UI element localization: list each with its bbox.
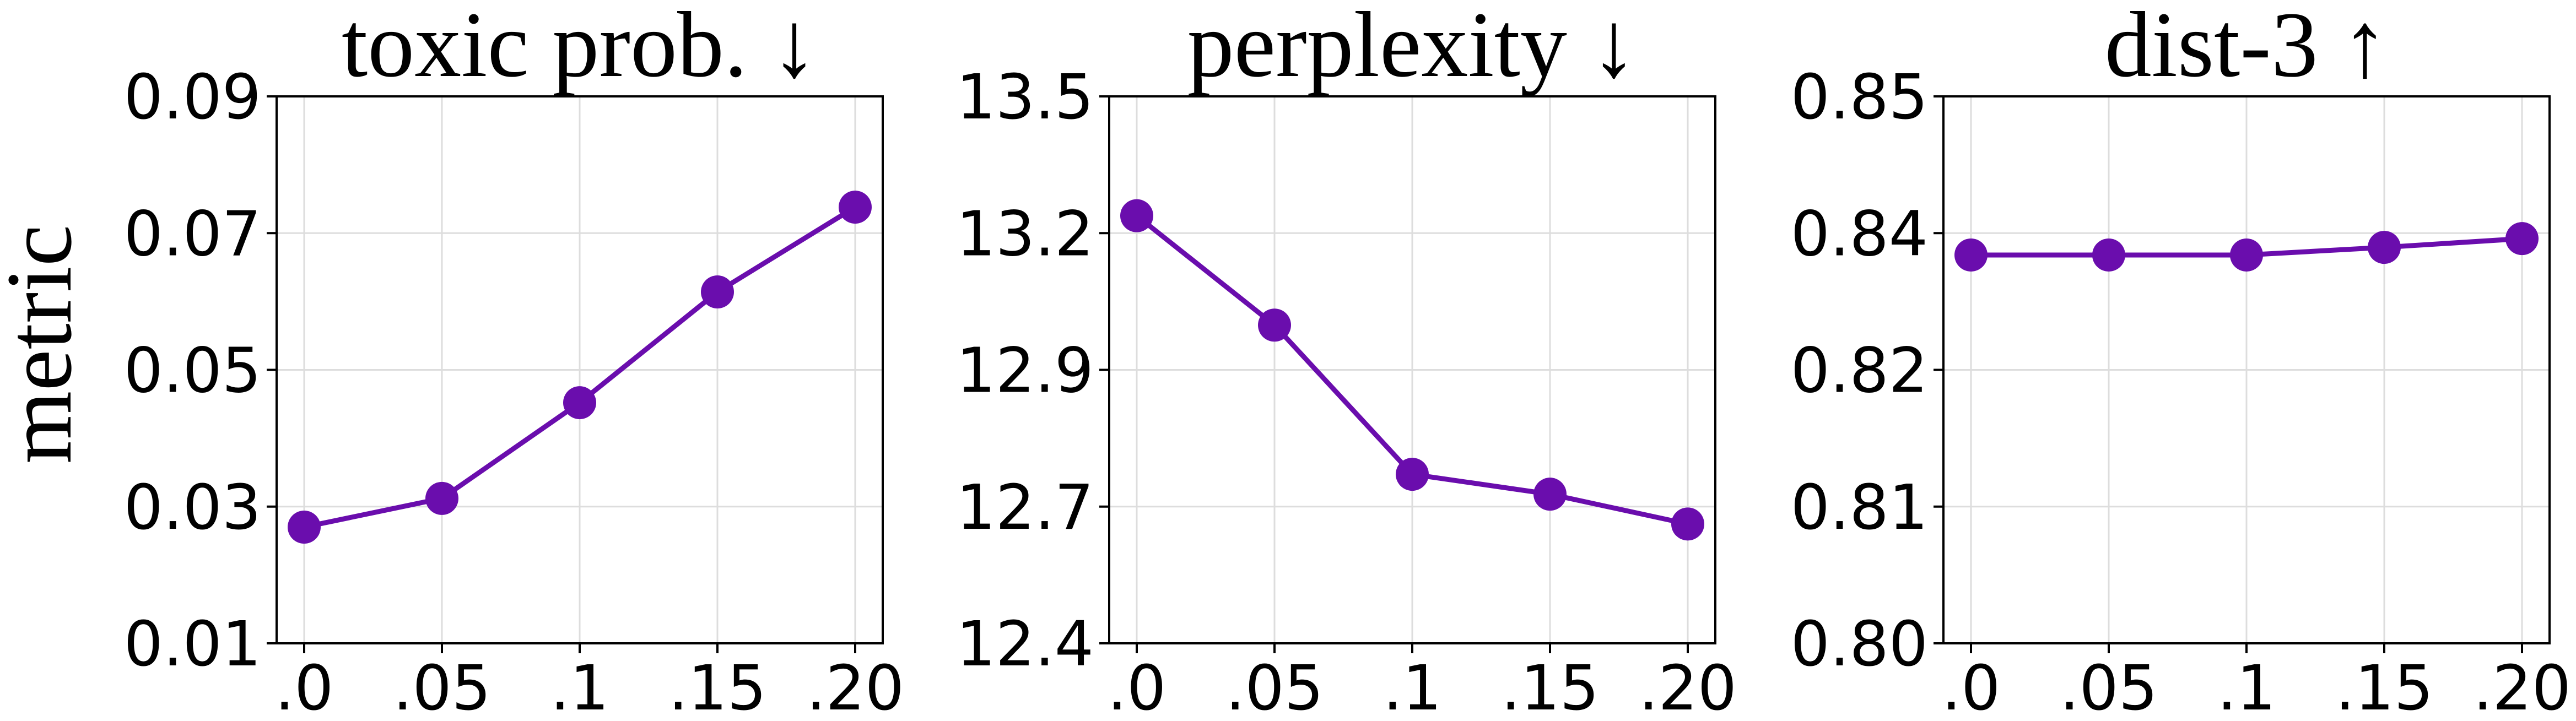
x-tick-label: .15 xyxy=(1501,653,1599,721)
y-tick-label: 0.85 xyxy=(1791,62,1928,133)
data-point xyxy=(1120,199,1153,232)
x-tick-label: .05 xyxy=(1225,653,1324,721)
x-tick-label: .05 xyxy=(393,653,491,721)
x-tick-label: .0 xyxy=(1942,653,2001,721)
x-tick-label: .15 xyxy=(2335,653,2433,721)
y-tick-label: 12.4 xyxy=(957,609,1094,680)
y-tick-label: 0.07 xyxy=(124,198,261,270)
y-tick-label: 12.7 xyxy=(957,472,1094,544)
y-tick-label: 0.81 xyxy=(1791,472,1928,544)
chart-panel-3: .0 .05 .1 .15 .20 0.80 0.81 0.82 0.84 0.85 dist-3 … xyxy=(1791,0,2571,721)
y-tick-label: 0.82 xyxy=(1791,335,1928,407)
y-axis-label: metric xyxy=(0,225,91,464)
x-tick-label: .1 xyxy=(1383,653,1442,721)
chart-title: toxic prob. ↓ xyxy=(342,0,818,96)
y-tick-label: 0.03 xyxy=(124,472,261,544)
x-tick-label: .20 xyxy=(1639,653,1737,721)
y-tick-label: 0.09 xyxy=(124,62,261,133)
y-tick-label: 13.2 xyxy=(957,198,1094,270)
x-tick-label: .20 xyxy=(806,653,904,721)
y-tick-label: 0.80 xyxy=(1791,609,1928,680)
y-tick-label: 0.84 xyxy=(1791,198,1928,270)
data-point xyxy=(839,191,872,224)
chart-title: dist-3 ↑ xyxy=(2105,0,2389,96)
y-tick-label: 13.5 xyxy=(957,62,1094,133)
data-point xyxy=(2505,222,2539,256)
y-tick-label: 0.05 xyxy=(124,335,261,407)
data-point xyxy=(1258,308,1291,342)
data-point xyxy=(1671,507,1704,541)
data-point xyxy=(1533,478,1567,511)
data-point xyxy=(2092,238,2125,272)
chart-title: perplexity ↓ xyxy=(1187,0,1638,96)
data-point xyxy=(701,275,734,308)
chart-panel-1: .0 .05 .1 .15 .20 0.01 0.03 0.05 0.07 0.09 toxic p… xyxy=(124,0,904,721)
data-point xyxy=(1396,458,1429,491)
axes-frame xyxy=(276,95,884,644)
data-point xyxy=(288,510,321,544)
x-tick-label: .20 xyxy=(2473,653,2571,721)
x-tick-label: .1 xyxy=(550,653,609,721)
axes-frame xyxy=(1942,95,2551,644)
data-point xyxy=(563,386,596,420)
data-point xyxy=(2368,231,2401,264)
chart-panel-2: .0 .05 .1 .15 .20 12.4 12.7 12.9 13.2 13.5 perplex… xyxy=(957,0,1737,721)
data-point xyxy=(2230,238,2263,272)
data-point xyxy=(1954,238,1988,272)
x-tick-label: .15 xyxy=(668,653,766,721)
data-point xyxy=(425,481,458,515)
x-tick-label: .05 xyxy=(2060,653,2158,721)
y-tick-label: 0.01 xyxy=(124,609,261,680)
x-tick-label: .1 xyxy=(2217,653,2276,721)
y-tick-label: 12.9 xyxy=(957,335,1094,407)
x-tick-label: .0 xyxy=(275,653,334,721)
x-tick-label: .0 xyxy=(1108,653,1167,721)
axes-frame xyxy=(1108,95,1716,644)
